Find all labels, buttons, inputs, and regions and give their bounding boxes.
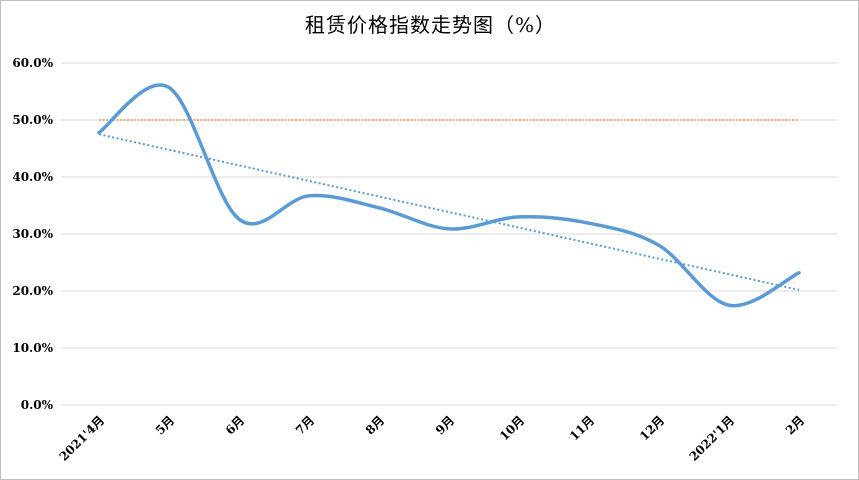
x-tick-label: 6月 — [223, 413, 247, 437]
x-tick-label: 8月 — [363, 413, 387, 437]
y-tick-label: 30.0% — [12, 227, 53, 241]
x-tick-label: 12月 — [637, 413, 667, 443]
data-point — [588, 222, 591, 225]
data-point — [518, 215, 521, 218]
y-tick-label: 0.0% — [21, 398, 54, 412]
x-axis-ticks: 2021'4月 5月 6月 7月 8月 9月 10月 11月 12月 2022'1月 2月 — [57, 413, 808, 464]
trendline-group — [98, 133, 800, 291]
x-tick-label: 5月 — [153, 413, 177, 437]
gridlines — [61, 62, 837, 406]
series-line — [97, 83, 801, 308]
x-tick-label: 2021'4月 — [57, 413, 108, 464]
y-tick-label: 40.0% — [12, 170, 53, 184]
x-tick-label: 7月 — [293, 413, 317, 437]
y-tick-label: 20.0% — [12, 284, 53, 298]
data-point — [728, 304, 731, 307]
data-point — [308, 194, 311, 197]
data-point — [98, 131, 101, 134]
y-tick-label: 60.0% — [12, 56, 53, 70]
data-point — [238, 218, 241, 221]
x-tick-label: 10月 — [497, 413, 527, 443]
x-tick-label: 2月 — [783, 413, 807, 437]
data-point — [378, 206, 381, 209]
x-tick-label: 11月 — [567, 413, 597, 443]
trendline — [98, 133, 800, 291]
series-group — [97, 83, 801, 308]
y-tick-label: 50.0% — [12, 113, 53, 127]
data-point — [168, 86, 171, 89]
y-tick-label: 10.0% — [12, 341, 53, 355]
data-point — [658, 244, 661, 247]
x-tick-label: 9月 — [433, 413, 457, 437]
y-axis-ticks: 0.0% 10.0% 20.0% 30.0% 40.0% 50.0% 60.0% — [12, 56, 53, 412]
x-tick-label: 2022'1月 — [687, 413, 738, 464]
data-point — [798, 271, 801, 274]
data-point — [448, 227, 451, 230]
chart-title: 租赁价格指数走势图（%） — [304, 13, 556, 37]
